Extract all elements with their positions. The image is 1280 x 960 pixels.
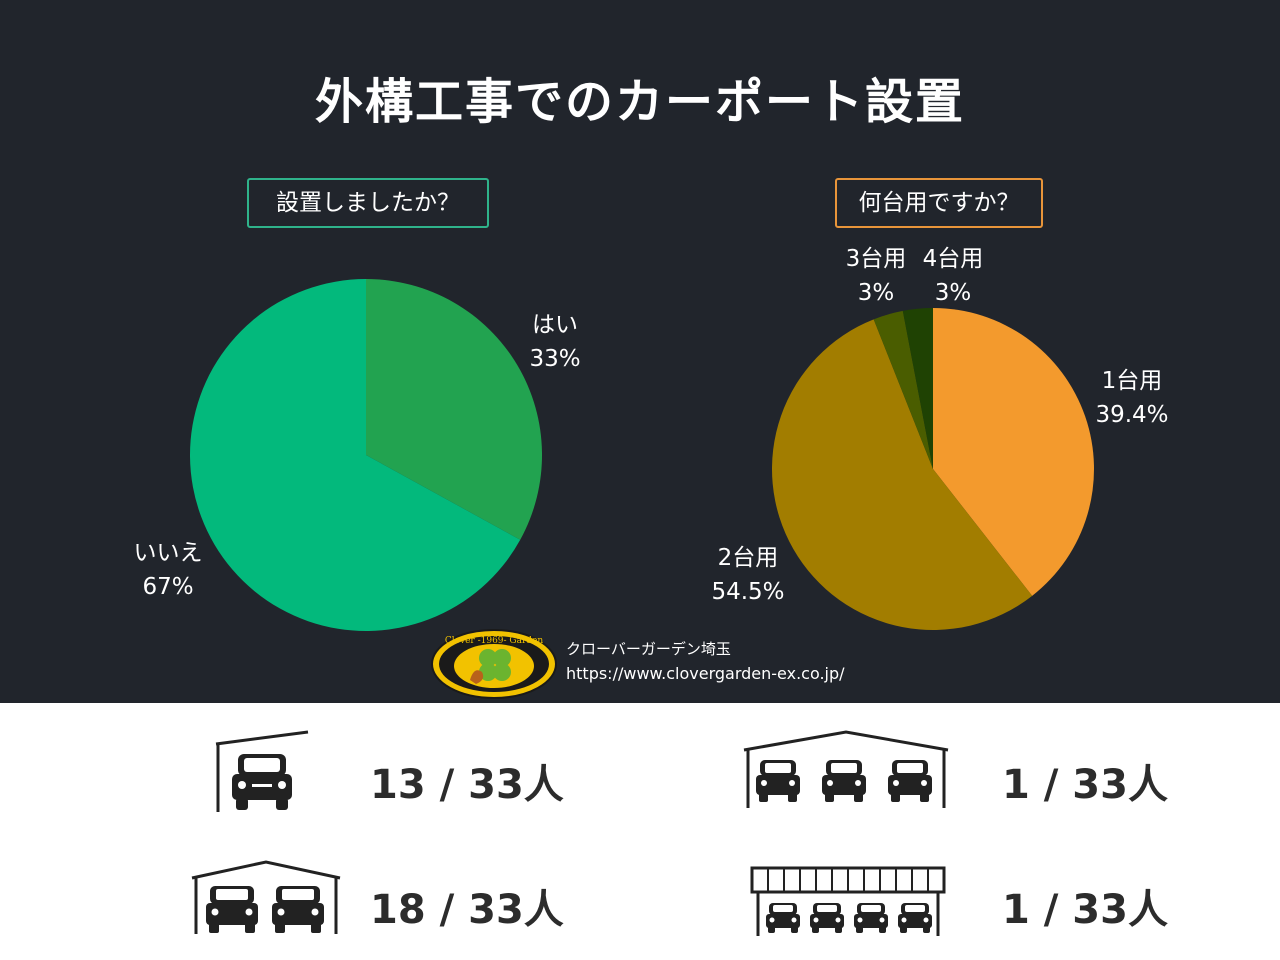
pie2-label-0: 1台用 [1102, 368, 1163, 394]
pie1-slice-0 [366, 279, 542, 540]
carport-1-car-icon [215, 730, 309, 812]
pie2-slice-2 [873, 310, 933, 469]
pie2-label-3: 4台用 [923, 246, 984, 272]
question-car-count: 何台用ですか？ [835, 178, 1043, 228]
pie2-value-3: 3% [935, 280, 972, 306]
carport-3-car-icon [743, 730, 949, 808]
pie2-label-1: 2台用 [718, 545, 779, 571]
stat-3-car: 1 / 33人 [1002, 762, 1168, 808]
carport-2-car-icon [191, 860, 341, 934]
pie2-slice-3 [902, 308, 933, 469]
pie2-value-2: 3% [858, 280, 895, 306]
carport-4-car-icon [750, 866, 946, 936]
credit-url[interactable]: https://www.clovergarden-ex.co.jp/ [566, 664, 845, 683]
credit-name: クローバーガーデン埼玉 [566, 640, 731, 658]
pie1-label-0: はい [532, 312, 578, 338]
pie2-slice-1 [771, 319, 1033, 630]
page-title: 外構工事でのカーポート設置 [314, 74, 965, 130]
stat-2-car: 18 / 33人 [370, 887, 564, 933]
pie2-label-2: 3台用 [846, 246, 907, 272]
pie2-value-0: 39.4% [1095, 402, 1168, 428]
installed-pie-chart: はい 33% いいえ 67% 1台用 39.4% 2台用 54.5% 3台用 3% 4台用 3% [134, 246, 1169, 631]
pie1-slice-1 [190, 279, 521, 631]
pie2-value-1: 54.5% [711, 579, 784, 605]
stat-4-car: 1 / 33人 [1002, 887, 1168, 933]
pie1-value-1: 67% [142, 574, 193, 600]
chart-panel [0, 0, 1280, 703]
pie1-label-1: いいえ [134, 540, 203, 566]
clover-garden-logo: Clover -1969- Garden [431, 629, 557, 699]
pie1-value-0: 33% [529, 346, 580, 372]
svg-text:Clover -1969- Garden: Clover -1969- Garden [445, 636, 544, 646]
question-installed: 設置しましたか？ [247, 178, 489, 228]
pie2-slice-0 [933, 308, 1094, 596]
stat-1-car: 13 / 33人 [370, 762, 564, 808]
